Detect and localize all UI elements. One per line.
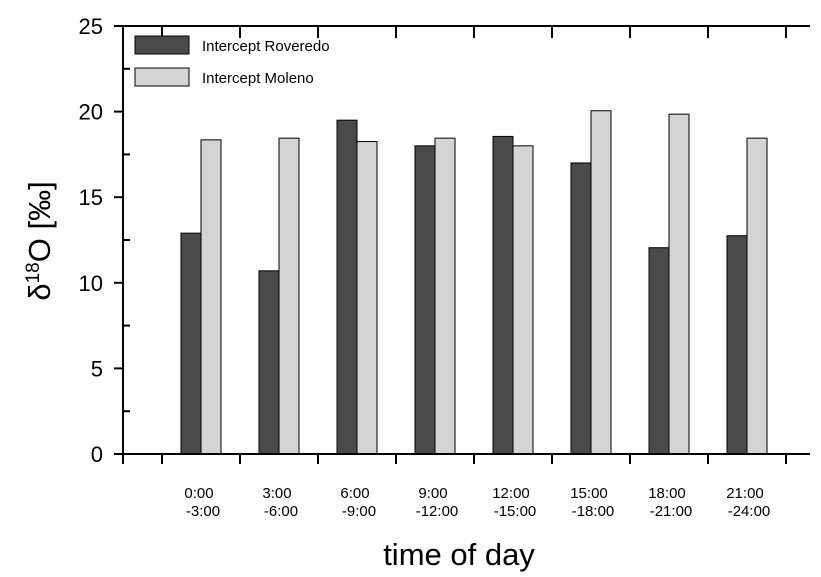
legend-swatch-0 — [134, 35, 190, 55]
x-tick-label-line2: -24:00 — [728, 503, 771, 520]
legend: Intercept Roveredo Intercept Moleno — [134, 35, 330, 87]
x-tick-label-line2: -18:00 — [572, 503, 615, 520]
y-axis-title-superscript: 18 — [23, 262, 44, 283]
y-tick-label: 5 — [91, 356, 103, 381]
bar-moleno-2 — [356, 141, 378, 455]
bar-roveredo-2 — [336, 119, 358, 455]
x-tick-label-line2: -15:00 — [494, 503, 537, 520]
x-axis-title: time of day — [383, 537, 535, 572]
x-tick-label-line1: 6:00 — [340, 485, 369, 502]
x-tick-label-line2: -6:00 — [264, 503, 298, 520]
bar-roveredo-3 — [414, 145, 436, 455]
x-tick-label-line1: 3:00 — [262, 485, 291, 502]
x-tick-label-line1: 15:00 — [570, 485, 608, 502]
x-tick-label-line1: 18:00 — [648, 485, 686, 502]
legend-swatch-1 — [134, 67, 190, 87]
bar-roveredo-5 — [570, 162, 592, 455]
y-tick-label: 25 — [79, 14, 103, 39]
y-axis-title: δ18O [‰] — [22, 181, 57, 300]
bar-moleno-6 — [668, 113, 690, 455]
x-tick-label-line2: -21:00 — [650, 503, 693, 520]
legend-label-0: Intercept Roveredo — [202, 38, 330, 55]
bar-moleno-4 — [512, 145, 534, 455]
bar-roveredo-0 — [180, 232, 202, 455]
x-tick-label-line2: -3:00 — [186, 503, 220, 520]
bar-moleno-0 — [200, 139, 222, 455]
bar-roveredo-7 — [726, 235, 748, 455]
y-tick-labels: 0 5 10 15 20 25 — [79, 14, 103, 467]
x-tick-label-line1: 9:00 — [418, 485, 447, 502]
x-tick-label-line1: 21:00 — [726, 485, 764, 502]
x-tick-labels: 0:00-3:00 3:00-6:00 6:00-9:00 9:00-12:00 12:… — [184, 485, 770, 520]
axes-layer — [114, 25, 810, 464]
x-tick-label-line1: 12:00 — [492, 485, 530, 502]
y-tick-label: 20 — [79, 100, 103, 125]
y-tick-label: 15 — [79, 185, 103, 210]
bar-moleno-1 — [278, 137, 300, 455]
bar-roveredo-1 — [258, 270, 280, 455]
x-tick-label-line1: 0:00 — [184, 485, 213, 502]
bar-moleno-5 — [590, 110, 612, 455]
bars-layer — [180, 110, 768, 455]
x-tick-label-line2: -12:00 — [416, 503, 459, 520]
legend-label-1: Intercept Moleno — [202, 70, 314, 87]
y-tick-label: 10 — [79, 271, 103, 296]
y-tick-label: 0 — [91, 442, 103, 467]
y-axis-title-suffix: O [‰] — [22, 181, 57, 262]
y-axis-title-prefix: δ — [22, 283, 57, 300]
x-tick-label-line2: -9:00 — [342, 503, 376, 520]
bar-roveredo-6 — [648, 247, 670, 455]
bar-moleno-7 — [746, 137, 768, 455]
bar-moleno-3 — [434, 137, 456, 455]
bar-roveredo-4 — [492, 135, 514, 455]
